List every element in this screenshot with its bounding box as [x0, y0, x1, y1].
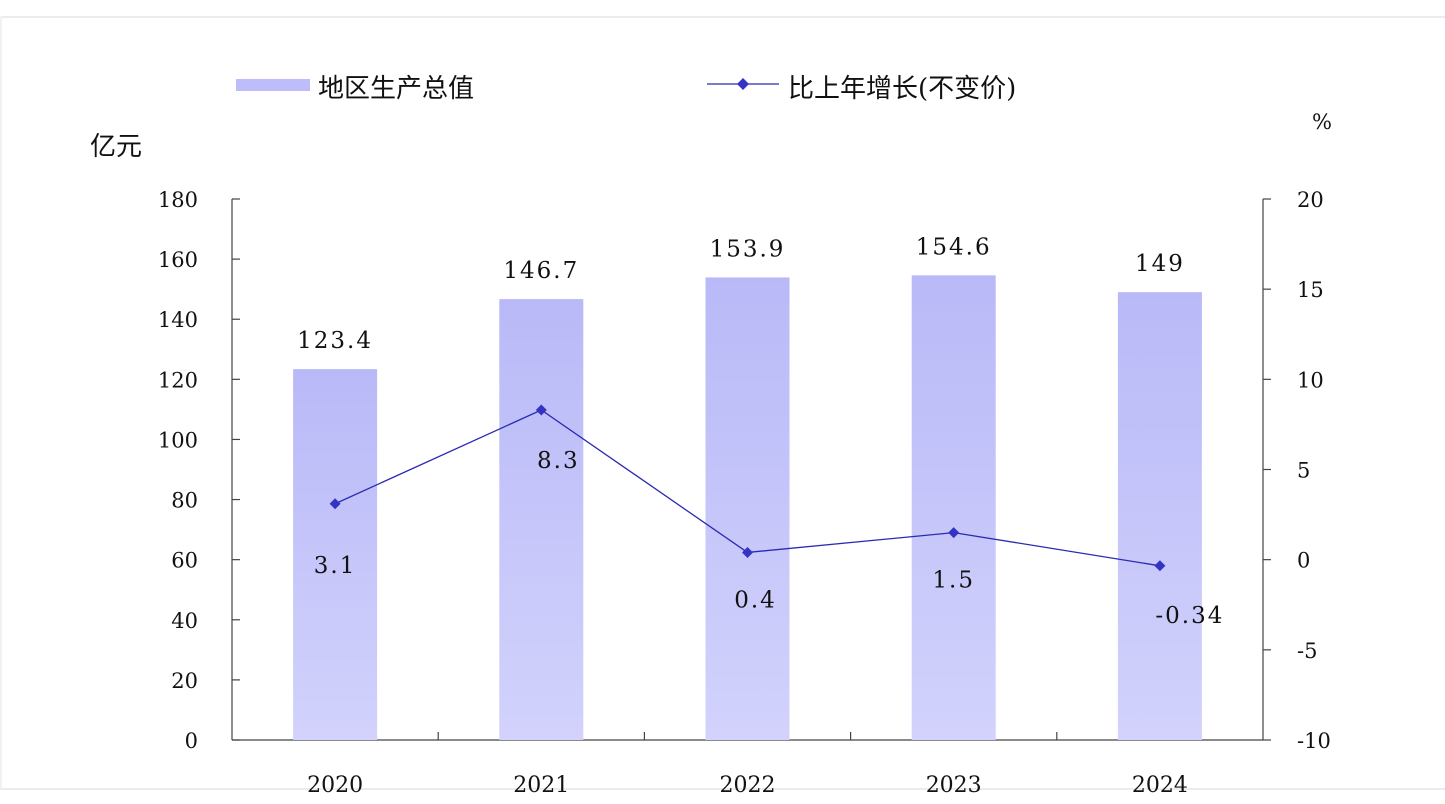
- bar: [705, 277, 790, 740]
- growth-point: [535, 404, 547, 416]
- growth-point: [1154, 560, 1166, 572]
- bar-value-label: 146.7: [503, 258, 579, 284]
- y-tick-label: 80: [171, 489, 198, 513]
- legend-bar-label: 地区生产总值: [318, 74, 474, 104]
- growth-point: [329, 498, 341, 510]
- bar-value-label: 123.4: [297, 328, 373, 354]
- x-tick-label: 2022: [720, 773, 776, 798]
- x-tick-label: 2024: [1132, 773, 1188, 798]
- line-value-label: 3.1: [314, 553, 357, 579]
- line-value-label: 8.3: [537, 448, 580, 474]
- y2-tick-label: 0: [1297, 549, 1310, 573]
- y-tick-label: 100: [158, 428, 198, 452]
- y2-tick-label: 20: [1297, 188, 1324, 212]
- y2-tick-label: -5: [1297, 639, 1317, 663]
- legend-line-label: 比上年增长(不变价): [788, 74, 1016, 104]
- frame-top-line: [0, 16, 1445, 18]
- y-tick-label: 60: [171, 549, 198, 573]
- y2-axis-unit: %: [1312, 110, 1332, 134]
- y-tick-label: 180: [158, 188, 198, 212]
- bar: [911, 275, 996, 740]
- bar: [1117, 292, 1202, 740]
- growth-point: [948, 527, 960, 539]
- frame-bottom-line: [0, 788, 1445, 790]
- legend-line-marker: [737, 78, 749, 90]
- line-value-label: 1.5: [932, 568, 975, 594]
- y-tick-label: 20: [171, 669, 198, 693]
- y-tick-label: 160: [158, 248, 198, 272]
- growth-point: [742, 546, 753, 558]
- y-axis-unit: 亿元: [90, 132, 142, 162]
- bar: [499, 299, 584, 740]
- bar-value-label: 154.6: [916, 234, 992, 260]
- y2-tick-label: 15: [1297, 278, 1324, 302]
- bar-value-label: 149: [1135, 251, 1185, 277]
- line-value-label: 0.4: [734, 587, 777, 613]
- legend-bar-swatch: [236, 79, 310, 91]
- y-tick-label: 120: [158, 368, 198, 392]
- x-tick-label: 2020: [307, 773, 363, 798]
- x-tick-label: 2023: [926, 773, 982, 798]
- frame-left-line: [0, 16, 2, 790]
- bar: [293, 369, 378, 740]
- y-tick-label: 0: [185, 729, 198, 753]
- x-tick-label: 2021: [513, 773, 569, 798]
- y-tick-label: 40: [171, 609, 198, 633]
- y2-tick-label: 5: [1297, 459, 1310, 483]
- y-tick-label: 140: [158, 308, 198, 332]
- y2-tick-label: -10: [1297, 729, 1331, 753]
- y2-tick-label: 10: [1297, 368, 1324, 392]
- line-value-label: -0.34: [1155, 603, 1224, 629]
- bar-value-label: 153.9: [710, 236, 786, 262]
